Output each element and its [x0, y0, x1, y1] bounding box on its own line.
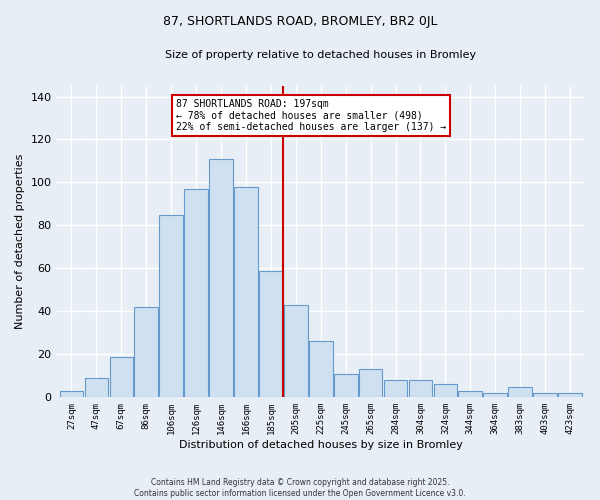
Bar [384, 380, 407, 398]
Bar [334, 374, 358, 398]
Bar [309, 342, 332, 398]
Bar [558, 393, 582, 398]
Y-axis label: Number of detached properties: Number of detached properties [15, 154, 25, 329]
Title: Size of property relative to detached houses in Bromley: Size of property relative to detached ho… [165, 50, 476, 60]
Bar [458, 391, 482, 398]
Bar [409, 380, 433, 398]
Text: Contains HM Land Registry data © Crown copyright and database right 2025.
Contai: Contains HM Land Registry data © Crown c… [134, 478, 466, 498]
Bar [160, 214, 183, 398]
Bar [209, 159, 233, 398]
Bar [59, 391, 83, 398]
Text: 87, SHORTLANDS ROAD, BROMLEY, BR2 0JL: 87, SHORTLANDS ROAD, BROMLEY, BR2 0JL [163, 15, 437, 28]
Bar [234, 187, 258, 398]
Bar [434, 384, 457, 398]
X-axis label: Distribution of detached houses by size in Bromley: Distribution of detached houses by size … [179, 440, 463, 450]
Bar [484, 393, 507, 398]
Text: 87 SHORTLANDS ROAD: 197sqm
← 78% of detached houses are smaller (498)
22% of sem: 87 SHORTLANDS ROAD: 197sqm ← 78% of deta… [176, 98, 446, 132]
Bar [110, 356, 133, 398]
Bar [259, 270, 283, 398]
Bar [85, 378, 108, 398]
Bar [508, 386, 532, 398]
Bar [533, 393, 557, 398]
Bar [134, 307, 158, 398]
Bar [359, 370, 382, 398]
Bar [284, 305, 308, 398]
Bar [184, 189, 208, 398]
